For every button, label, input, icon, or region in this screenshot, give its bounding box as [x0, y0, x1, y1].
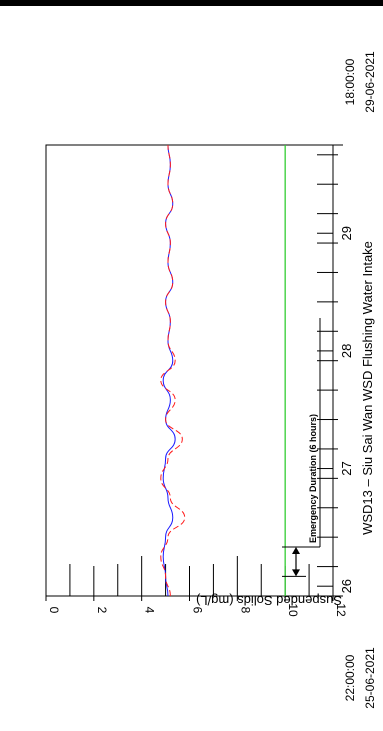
- plot-grid: [69, 154, 333, 597]
- y-tick-label: 10: [286, 603, 300, 617]
- y-tick-label: 8: [238, 607, 252, 614]
- x-end-time: 18:00:00: [343, 58, 357, 105]
- x-end-date: 29-06-2021: [363, 51, 377, 113]
- y-tick-label: 6: [191, 607, 205, 614]
- chart-title: WSD13 – Siu Sai Wan WSD Flushing Water I…: [360, 241, 375, 535]
- x-tick-label: 26: [339, 579, 354, 593]
- y-tick-label: 0: [47, 607, 61, 614]
- top-rule: [0, 0, 383, 6]
- series-line-dashed: [160, 144, 186, 597]
- x-tick-label: 27: [339, 461, 354, 475]
- y-axis-title: Suspended Solids (mg/L): [196, 593, 342, 608]
- emergency-duration-marker: Emergency Duration (6 hours): [282, 318, 321, 577]
- y-tick-label: 2: [95, 607, 109, 614]
- plot-frame: [45, 144, 334, 597]
- y-axis-ticks: 0 2 4 6 8 10 12: [45, 596, 348, 617]
- x-start-date: 25-06-2021: [363, 647, 377, 709]
- x-start-time: 22:00:00: [343, 654, 357, 701]
- y-tick-label: 12: [334, 603, 348, 617]
- emergency-arrow-head-start: [292, 569, 300, 577]
- series-line-solid: [162, 144, 176, 597]
- y-tick-label: 4: [143, 607, 157, 614]
- x-axis-ticks: 26 27 28 29: [333, 144, 354, 597]
- x-tick-label: 28: [339, 344, 354, 358]
- emergency-label: Emergency Duration (6 hours): [308, 414, 318, 543]
- x-end-label-group: 18:00:00 29-06-2021: [343, 51, 377, 113]
- y-axis-title-group: Suspended Solids (mg/L): [196, 593, 342, 608]
- chart-title-group: WSD13 – Siu Sai Wan WSD Flushing Water I…: [360, 241, 375, 535]
- emergency-arrow-head-end: [292, 546, 300, 554]
- series-layer: [160, 144, 186, 597]
- x-start-label-group: 22:00:00 25-06-2021: [343, 647, 377, 709]
- x-tick-label: 29: [339, 226, 354, 240]
